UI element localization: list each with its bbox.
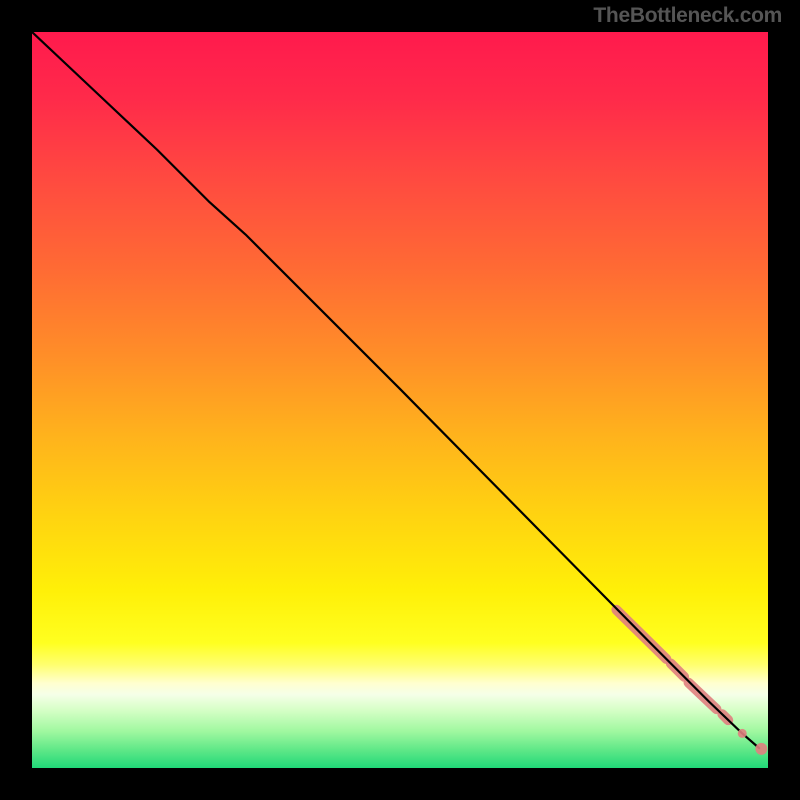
marker-dot bbox=[755, 743, 767, 755]
marker-dot bbox=[738, 729, 747, 738]
attribution-text: TheBottleneck.com bbox=[593, 4, 782, 28]
curve-layer bbox=[32, 32, 768, 768]
plot-area bbox=[32, 32, 768, 768]
